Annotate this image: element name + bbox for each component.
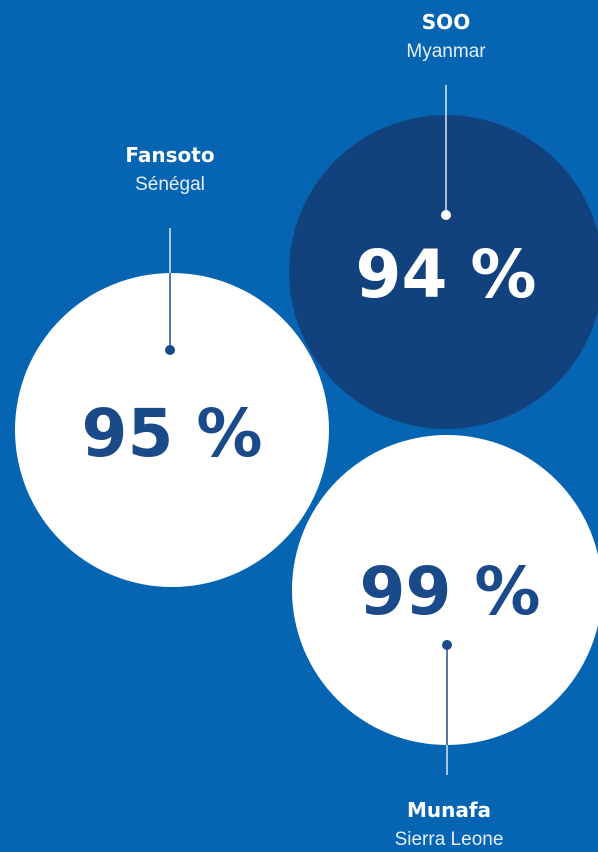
percentage: 95 % bbox=[82, 395, 263, 472]
name: SOO bbox=[422, 10, 470, 34]
dot bbox=[441, 210, 451, 220]
circle-dark bbox=[289, 115, 598, 429]
country: Sénégal bbox=[135, 174, 205, 195]
name: Munafa bbox=[407, 798, 491, 822]
circle-white bbox=[292, 435, 598, 745]
country: Sierra Leone bbox=[395, 829, 504, 850]
dot bbox=[165, 345, 175, 355]
percentage: 94 % bbox=[356, 236, 537, 313]
dot bbox=[442, 640, 452, 650]
name: Fansoto bbox=[125, 143, 214, 167]
percentage: 99 % bbox=[360, 553, 541, 630]
country: Myanmar bbox=[406, 41, 486, 62]
circle-white bbox=[15, 273, 329, 587]
